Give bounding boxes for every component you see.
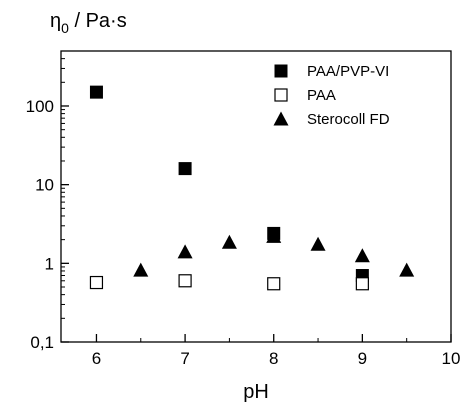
data-point — [89, 85, 103, 99]
data-point — [355, 277, 369, 291]
y-axis-unit: / Pa·s — [69, 10, 127, 32]
legend-marker — [274, 64, 288, 78]
x-tick-label: 9 — [358, 349, 367, 368]
axis-tick-labels: 6 7 8 9 10 0,1 1 10 100 — [26, 97, 461, 368]
plot-frame — [60, 50, 452, 343]
y-tick-label: 10 — [35, 176, 54, 195]
y-tick-label: 1 — [45, 254, 54, 273]
x-tick-label: 10 — [442, 349, 461, 368]
data-point — [177, 244, 193, 259]
legend-label: Sterocoll FD — [307, 111, 390, 128]
y-tick-label: 0,1 — [30, 333, 54, 352]
axis-ticks — [61, 50, 452, 343]
data-point — [221, 234, 237, 249]
data-point — [89, 275, 104, 290]
data-point — [399, 262, 415, 277]
y-tick-label: 100 — [26, 97, 54, 116]
data-point — [178, 162, 192, 176]
legend-item: Sterocoll FD — [273, 111, 390, 128]
x-tick-label: 7 — [180, 349, 189, 368]
x-tick-label: 8 — [269, 349, 278, 368]
series-3 — [133, 228, 415, 277]
data-point — [267, 277, 281, 291]
legend-marker — [274, 88, 288, 102]
y-axis-subscript: 0 — [61, 20, 69, 36]
data-point — [133, 262, 149, 277]
data-point — [354, 248, 370, 263]
legend-label: PAA — [307, 87, 336, 104]
legend-label: PAA/PVP-VI — [307, 63, 389, 80]
svg-text:η0 / Pa·s: η0 / Pa·s — [50, 10, 127, 36]
data-point — [178, 274, 192, 288]
x-axis-title: pH — [243, 381, 269, 403]
x-tick-label: 6 — [92, 349, 101, 368]
legend: PAA/PVP-VI PAA Sterocoll FD — [273, 63, 390, 128]
y-axis-symbol: η — [50, 10, 61, 32]
series-2 — [89, 274, 369, 291]
legend-item: PAA — [274, 87, 336, 104]
y-axis-title: η0 / Pa·s — [50, 10, 127, 36]
data-point — [310, 236, 326, 251]
legend-item: PAA/PVP-VI — [274, 63, 389, 80]
data-points — [89, 85, 415, 291]
data-point — [266, 228, 282, 243]
legend-marker — [273, 111, 289, 126]
